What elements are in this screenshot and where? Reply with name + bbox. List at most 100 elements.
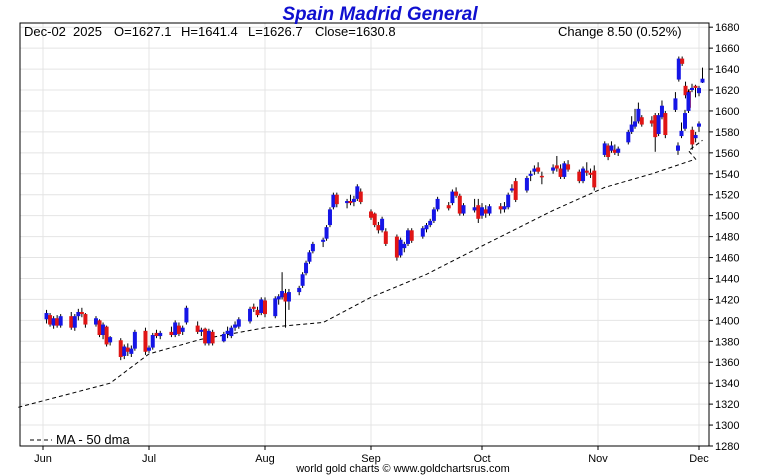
candle — [673, 92, 678, 112]
candle-body — [532, 168, 537, 172]
candle-body — [697, 123, 701, 127]
candle — [558, 164, 563, 180]
candle-body — [104, 326, 109, 345]
candle-body — [673, 98, 678, 110]
footer-credit: world gold charts © www.goldchartsrus.co… — [295, 463, 510, 475]
candle — [229, 325, 234, 339]
candle-body — [626, 131, 631, 143]
candle-body — [686, 92, 691, 111]
candle-body — [528, 173, 533, 176]
candle — [283, 288, 288, 328]
legend: MA - 50 dma — [30, 432, 130, 447]
candle — [248, 306, 253, 324]
candle-body — [636, 108, 641, 122]
candle-body — [199, 329, 204, 332]
candle — [513, 177, 518, 203]
candle — [402, 241, 407, 253]
candle-body — [602, 143, 607, 155]
candle — [581, 166, 586, 184]
candle-body — [424, 225, 429, 230]
candle-body — [143, 330, 148, 352]
candle-body — [51, 318, 56, 326]
candle — [195, 321, 200, 334]
candle-body — [649, 120, 654, 124]
candle-body — [125, 347, 130, 352]
candle-body — [173, 322, 178, 336]
candle — [307, 250, 312, 264]
candle — [180, 325, 185, 336]
candle-body — [383, 231, 388, 244]
candle — [562, 161, 567, 180]
candle — [154, 329, 159, 339]
candle-body — [132, 331, 137, 349]
candle-body — [398, 239, 403, 256]
candle — [461, 203, 466, 216]
x-tick-label: Sep — [361, 453, 381, 465]
candle-body — [659, 105, 664, 118]
candle-body — [203, 328, 208, 344]
candle — [636, 102, 641, 124]
candle-body — [263, 300, 267, 315]
candle-body — [310, 243, 315, 252]
candle — [44, 309, 49, 324]
candle-body — [225, 330, 230, 334]
candle — [348, 194, 353, 206]
candle-body — [480, 207, 484, 216]
candle-body — [101, 324, 106, 336]
y-tick-label: 1600 — [715, 106, 739, 118]
candle — [406, 228, 410, 247]
candle — [676, 56, 681, 82]
candle — [358, 188, 363, 205]
candle-body — [273, 298, 278, 317]
candle — [697, 121, 701, 132]
candle — [300, 272, 305, 288]
candle-body — [248, 308, 253, 322]
candle — [686, 90, 691, 114]
candle — [398, 237, 403, 258]
candle-body — [118, 340, 123, 358]
x-tick-label: Oct — [473, 453, 490, 465]
candle-body — [58, 316, 63, 326]
candle — [476, 198, 481, 223]
candle-body — [150, 335, 155, 348]
y-tick-label: 1660 — [715, 43, 739, 55]
candle-body — [588, 172, 593, 175]
candle-body — [697, 87, 701, 94]
candle — [143, 327, 148, 355]
candle — [327, 207, 332, 228]
candle — [150, 332, 155, 350]
moving-average-layer — [18, 139, 703, 408]
candle-body — [195, 325, 200, 332]
candlesticks — [44, 56, 705, 361]
candle-body — [394, 236, 399, 258]
candle — [680, 56, 685, 66]
candle-body — [229, 327, 234, 337]
candle-body — [233, 324, 238, 328]
candle — [431, 207, 436, 223]
candle-body — [633, 121, 638, 127]
candle — [532, 165, 537, 175]
candle — [653, 113, 658, 152]
y-tick-label: 1380 — [715, 336, 739, 348]
y-tick-label: 1320 — [715, 399, 739, 411]
candle-body — [76, 311, 81, 317]
candle-body — [524, 177, 529, 191]
candle — [176, 322, 181, 337]
candle — [251, 303, 256, 312]
candle — [606, 143, 611, 161]
y-tick-label: 1560 — [715, 148, 739, 160]
candle-body — [562, 163, 567, 177]
candle — [203, 327, 208, 346]
candle-body — [554, 165, 559, 169]
candle-body — [251, 306, 256, 309]
y-tick-label: 1440 — [715, 273, 739, 285]
candle — [498, 203, 503, 214]
candle — [55, 315, 60, 328]
candle — [221, 331, 226, 343]
candle — [118, 338, 123, 361]
candle-body — [355, 186, 360, 199]
candle — [321, 237, 326, 248]
candle-body — [690, 129, 695, 145]
y-tick-label: 1620 — [715, 85, 739, 97]
candle — [334, 192, 339, 208]
